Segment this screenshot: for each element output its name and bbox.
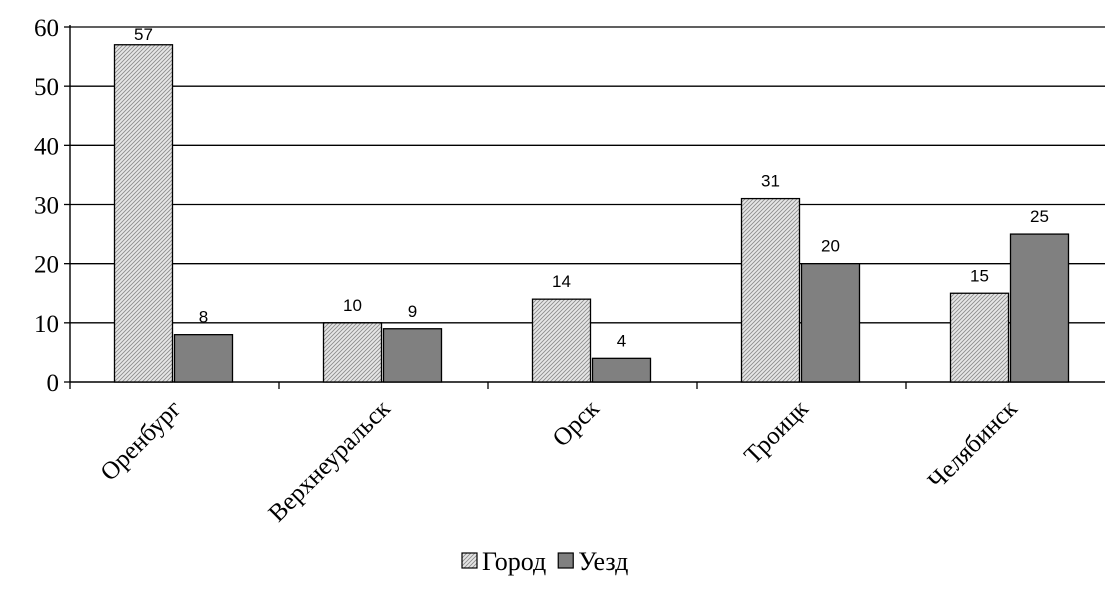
y-tick-label: 20 <box>34 252 59 279</box>
bar-gorod <box>322 322 383 383</box>
bar-uezd <box>173 334 234 383</box>
bar-gorod <box>531 298 592 383</box>
data-label: 57 <box>134 25 153 44</box>
y-tick-label: 10 <box>34 311 59 338</box>
x-tick-label: Орск <box>548 395 606 453</box>
data-label: 9 <box>408 302 417 321</box>
data-label: 4 <box>617 331 626 350</box>
x-tick-label: Верхнеуральск <box>263 395 396 528</box>
bar-uezd <box>382 328 443 383</box>
bar-gorod <box>113 44 174 383</box>
y-tick-label: 40 <box>34 133 59 160</box>
bars <box>113 44 1070 383</box>
y-tick-label: 60 <box>34 15 59 42</box>
data-labels: 57 8 10 9 14 4 31 20 15 25 <box>134 25 1049 351</box>
bar-uezd <box>1009 233 1070 383</box>
legend-label: Город <box>482 547 546 576</box>
data-label: 10 <box>343 296 362 315</box>
x-tick-label: Оренбург <box>95 395 186 486</box>
data-label: 15 <box>970 266 989 285</box>
legend-label: Уезд <box>578 547 628 576</box>
data-label: 8 <box>199 308 208 327</box>
bar-gorod <box>949 292 1010 383</box>
x-tick-label: Троицк <box>739 395 814 470</box>
bar-uezd <box>591 357 652 383</box>
data-label: 14 <box>552 272 571 291</box>
legend-swatch <box>557 552 574 569</box>
y-tick-label: 50 <box>34 74 59 101</box>
data-label: 20 <box>821 237 840 256</box>
y-tick-label: 0 <box>47 370 60 397</box>
bar-uezd <box>800 263 861 383</box>
bar-gorod <box>740 197 801 383</box>
legend-swatch <box>461 552 478 569</box>
legend: Город Уезд <box>461 547 628 576</box>
y-tick-label: 30 <box>34 193 59 220</box>
x-tick-label: Челябинск <box>923 395 1023 495</box>
gridlines <box>70 26 1105 324</box>
data-label: 31 <box>761 172 780 191</box>
data-label: 25 <box>1030 207 1049 226</box>
